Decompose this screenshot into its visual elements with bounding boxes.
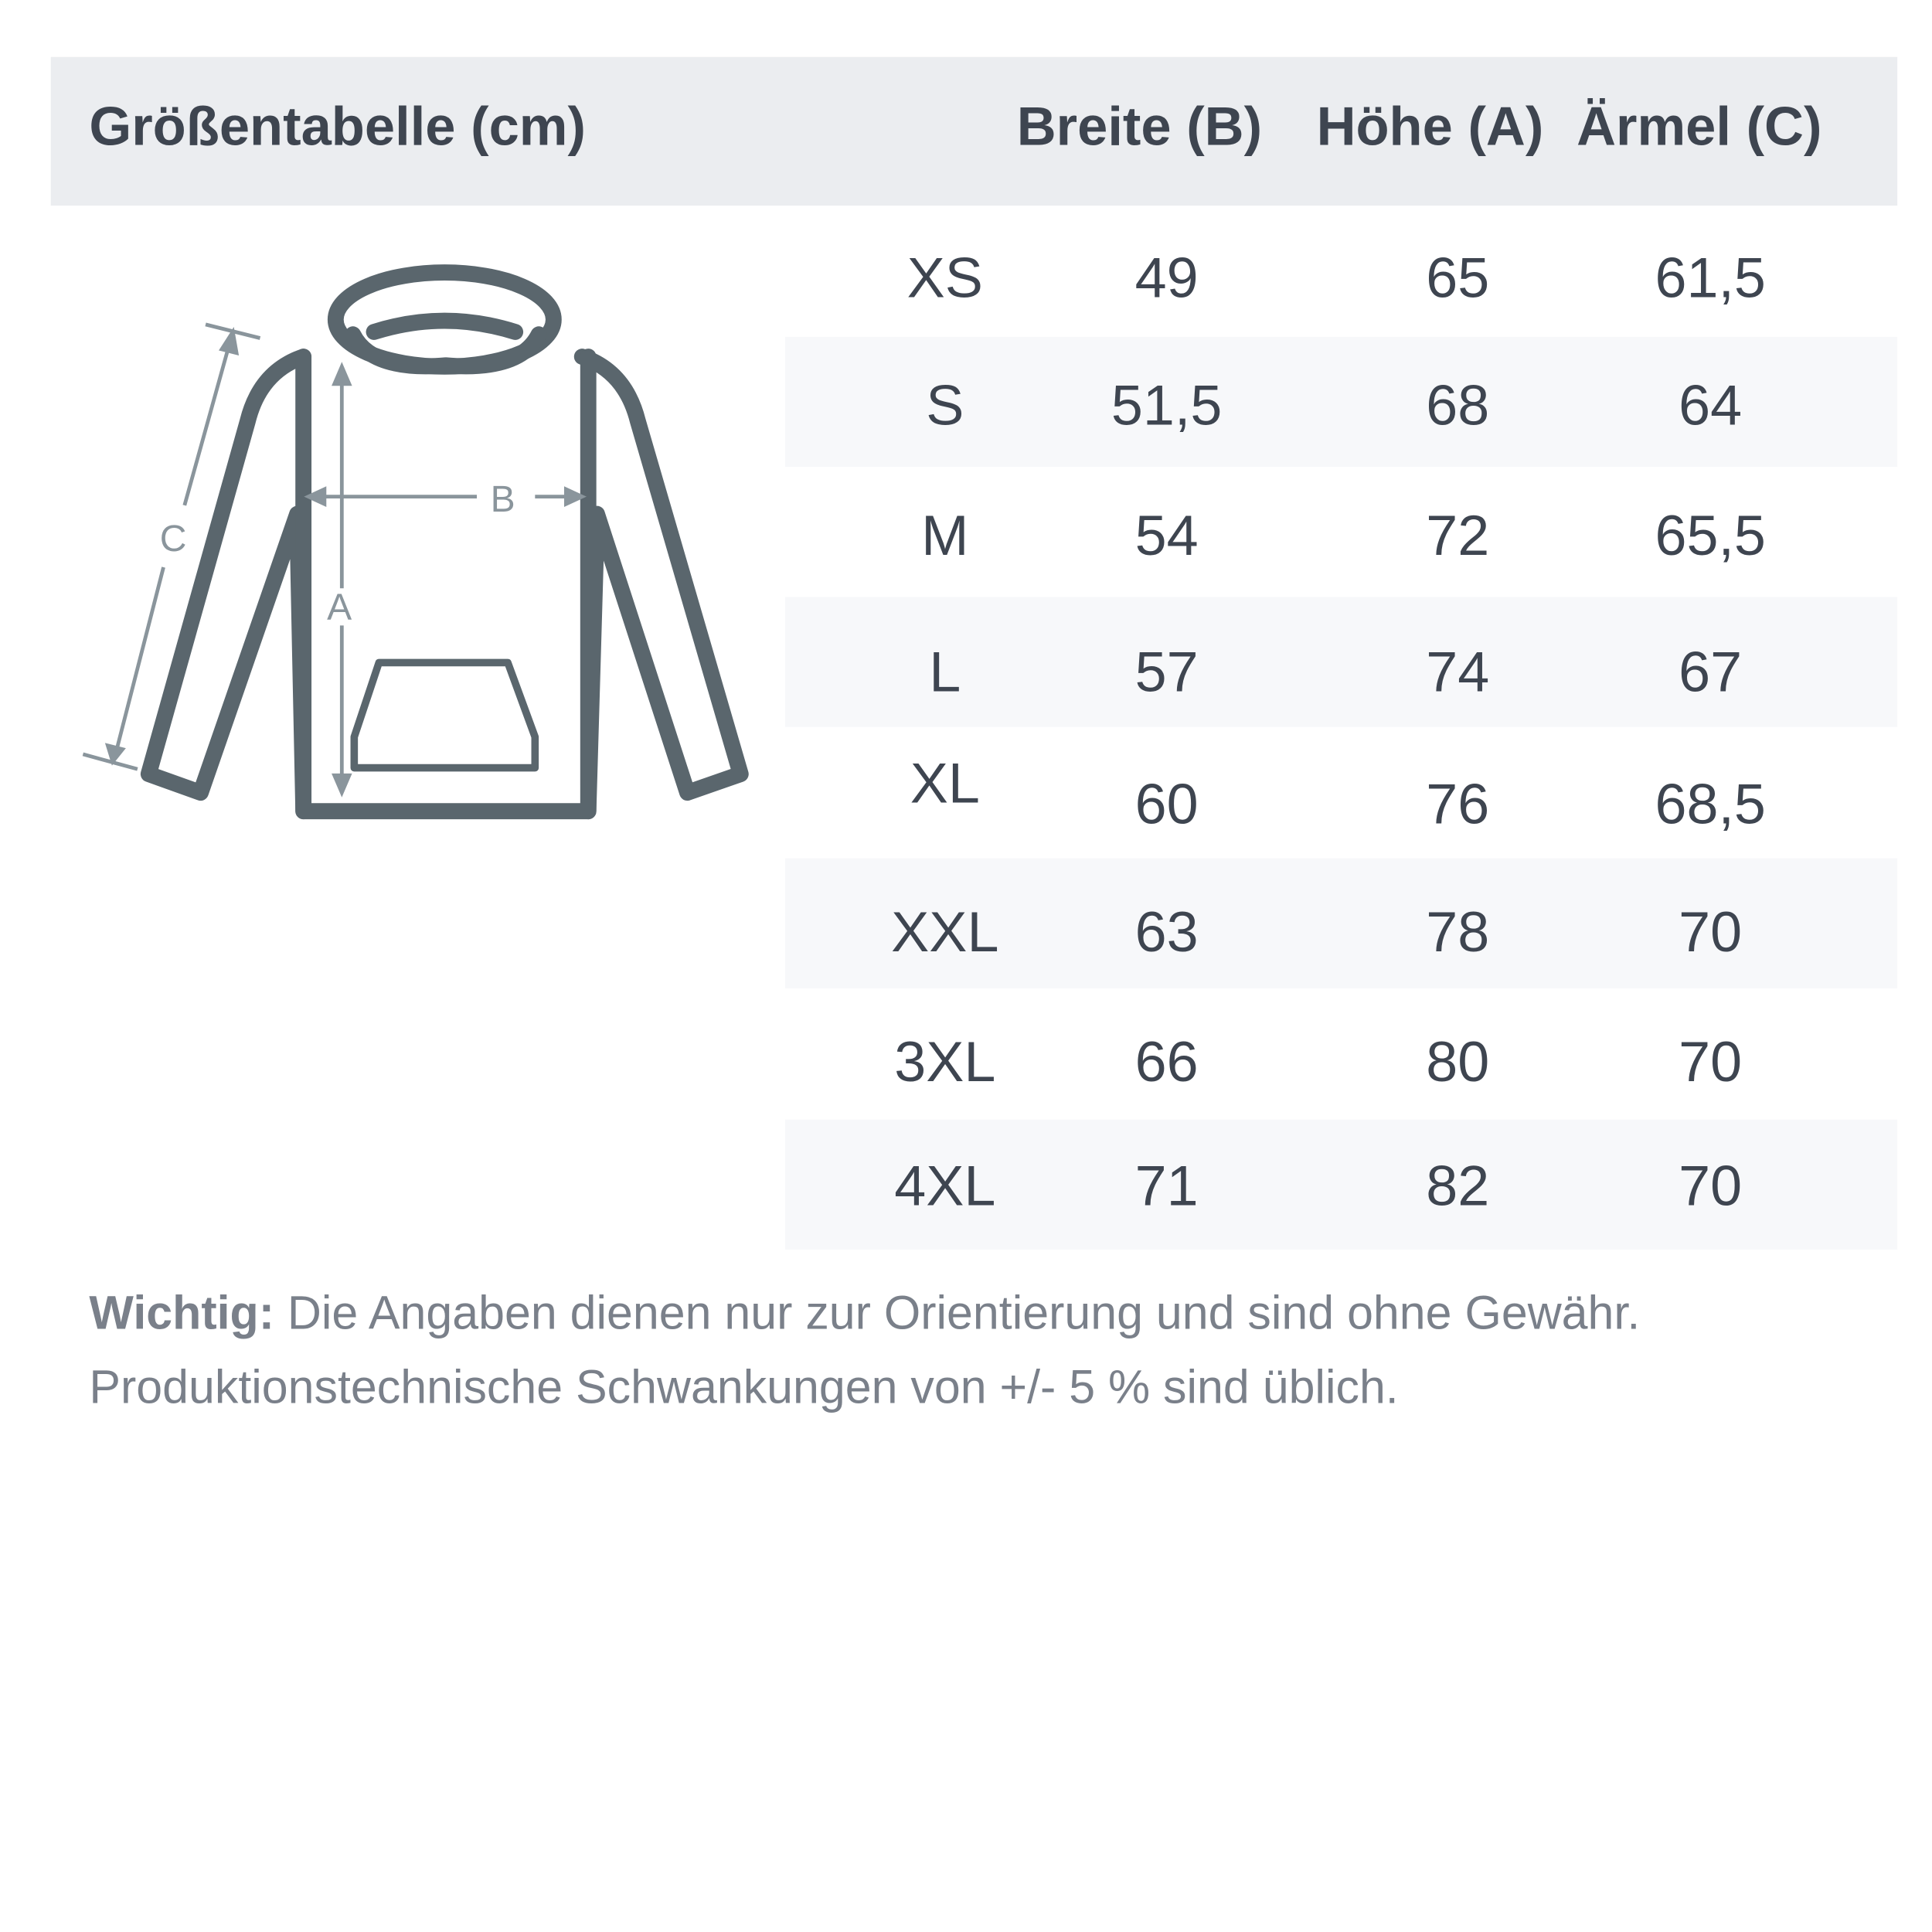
cell-breite: 54 (1134, 502, 1199, 567)
cell-hoehe: 78 (1426, 899, 1490, 964)
measure-lines (82, 322, 587, 798)
cell-size: XS (906, 245, 983, 310)
cell-breite: 63 (1134, 899, 1199, 964)
cell-breite: 51,5 (1111, 372, 1223, 437)
cell-hoehe: 65 (1426, 245, 1490, 310)
cell-size: M (921, 502, 969, 567)
label-c: C (160, 518, 187, 560)
cell-aermel: 61,5 (1655, 245, 1766, 310)
cell-hoehe: 82 (1426, 1153, 1490, 1218)
cell-aermel: 65,5 (1655, 502, 1766, 567)
note-label: Wichtig: (89, 1287, 275, 1341)
cell-breite: 66 (1134, 1029, 1199, 1094)
cell-breite: 57 (1134, 638, 1199, 704)
cell-breite: 60 (1134, 771, 1199, 836)
note-text-1: Die Angaben dienen nur zur Orientierung … (274, 1287, 1641, 1341)
column-header-breite: Breite (B) (1016, 97, 1263, 158)
table-header (50, 56, 1898, 206)
cell-size: 3XL (894, 1029, 996, 1094)
table-row (785, 597, 1898, 727)
note-line-2: Produktionstechnische Schwankungen von +… (89, 1362, 1399, 1415)
column-header-hoehe: Höhe (A) (1316, 97, 1544, 158)
label-b: B (491, 478, 515, 520)
table-row (785, 336, 1898, 468)
hoodie-diagram: A B C (82, 264, 749, 820)
table-row (785, 858, 1898, 988)
label-a: A (327, 586, 352, 628)
cell-aermel: 68,5 (1655, 771, 1766, 836)
cell-breite: 71 (1134, 1153, 1199, 1218)
cell-aermel: 70 (1679, 899, 1743, 964)
cell-size: XL (910, 750, 980, 815)
table-row (785, 1119, 1898, 1250)
hoodie-outline-icon (140, 264, 749, 820)
cell-size: 4XL (894, 1153, 996, 1218)
cell-hoehe: 76 (1426, 771, 1490, 836)
page-title: Größentabelle (cm) (89, 97, 586, 158)
cell-aermel: 67 (1679, 638, 1743, 704)
cell-hoehe: 74 (1426, 638, 1490, 704)
cell-hoehe: 80 (1426, 1029, 1490, 1094)
column-header-aermel: Ärmel (C) (1577, 97, 1822, 158)
cell-hoehe: 68 (1426, 372, 1490, 437)
cell-aermel: 64 (1679, 372, 1743, 437)
note-line-1: Wichtig: Die Angaben dienen nur zur Orie… (89, 1288, 1640, 1342)
cell-size: S (926, 372, 964, 437)
cell-size: L (929, 638, 961, 704)
cell-breite: 49 (1134, 245, 1199, 310)
cell-aermel: 70 (1679, 1153, 1743, 1218)
cell-hoehe: 72 (1426, 502, 1490, 567)
cell-aermel: 70 (1679, 1029, 1743, 1094)
cell-size: XXL (891, 899, 999, 964)
